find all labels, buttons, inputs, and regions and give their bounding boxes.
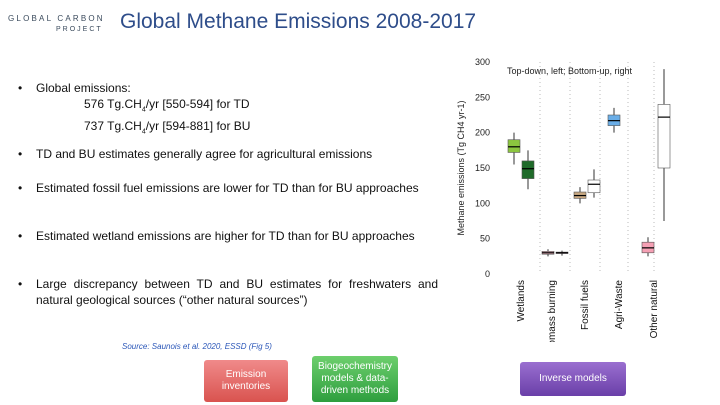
y-tick-label: 150	[475, 163, 490, 173]
y-tick-label: 300	[475, 57, 490, 67]
bullet-dot: •	[18, 147, 23, 161]
bullet-agriculture: • TD and BU estimates generally agree fo…	[18, 146, 438, 162]
td-estimate-line: 576 Tg.CH4/yr [550-594] for TD	[84, 97, 250, 114]
y-tick-label: 100	[475, 198, 490, 208]
box-other-natural-bu	[657, 104, 671, 169]
category-label: Fossil fuels	[580, 280, 591, 330]
bullet-text: Large discrepancy between TD and BU esti…	[36, 277, 438, 307]
y-tick-label: 200	[475, 128, 490, 138]
y-axis-label: Methane emissions (Tg CH4 yr-1)	[456, 100, 466, 235]
box-fossil-fuels-bu	[587, 179, 601, 194]
category-label: Biomass burning	[547, 280, 558, 342]
bullet-global-emissions: • Global emissions: 576 Tg.CH4/yr [550-5…	[18, 80, 438, 141]
bullet-text: Estimated wetland emissions are higher f…	[36, 229, 415, 243]
bullet-dot: •	[18, 277, 23, 291]
box-wetlands-td	[507, 139, 521, 153]
bullet-fossil: • Estimated fossil fuel emissions are lo…	[18, 180, 438, 196]
source-citation: Source: Saunois et al. 2020, ESSD (Fig 5…	[122, 342, 272, 351]
y-tick-label: 250	[475, 92, 490, 102]
bullet-dot: •	[18, 229, 23, 243]
bullet-text: TD and BU estimates generally agree for …	[36, 147, 373, 161]
chart-annotation: Top-down, left; Bottom-up, right	[507, 66, 633, 76]
logo-bottom-text: PROJECT	[56, 26, 103, 33]
inverse-models-box: Inverse models	[520, 362, 626, 396]
bullet-dot: •	[18, 81, 23, 95]
bullet-text: Estimated fossil fuel emissions are lowe…	[36, 181, 419, 195]
plot-area	[497, 61, 675, 275]
bullet-text: Global emissions:	[36, 81, 131, 95]
methane-boxplot-chart: 0 50 100 150 200 250 300 Methane emissions (Tg …	[456, 57, 675, 342]
emission-inventories-box: Emission inventories	[204, 360, 288, 402]
category-label: Other natural	[649, 280, 660, 338]
bu-estimate-line: 737 Tg.CH4/yr [594-881] for BU	[84, 119, 251, 136]
global-carbon-project-logo: GLOBAL CARBON PROJECT	[8, 14, 126, 38]
logo-top-text: GLOBAL CARBON	[8, 14, 105, 23]
y-tick-label: 50	[480, 234, 490, 244]
biogeochemistry-box: Biogeochemistry models & data-driven met…	[312, 356, 398, 402]
category-label: Wetlands	[516, 280, 527, 322]
bullet-dot: •	[18, 181, 23, 195]
bullet-discrepancy: • Large discrepancy between TD and BU es…	[18, 276, 438, 308]
box-wetlands-bu	[521, 160, 535, 179]
y-tick-label: 0	[485, 269, 490, 279]
category-label: Agri-Waste	[614, 280, 625, 330]
bullet-wetland: • Estimated wetland emissions are higher…	[18, 228, 438, 244]
slide-title: Global Methane Emissions 2008-2017	[120, 10, 477, 33]
